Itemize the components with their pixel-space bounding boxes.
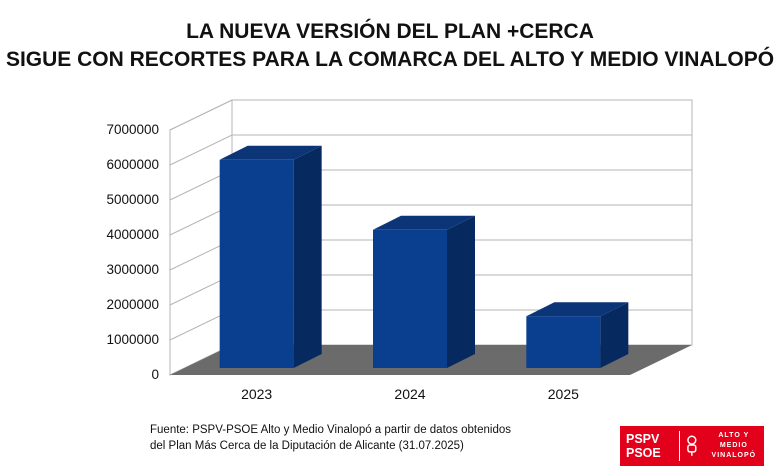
y-tick-label: 1000000 — [106, 332, 159, 347]
logo-line-region-1: ALTO Y MEDIO — [718, 432, 750, 449]
source-line-2: del Plan Más Cerca de la Diputación de A… — [150, 440, 464, 452]
logo-line-pspv: PSPV — [626, 432, 660, 446]
title-line-2: SIGUE CON RECORTES PARA LA COMARCA DEL A… — [5, 48, 775, 71]
bar-2025 — [526, 316, 601, 368]
y-tick-label: 2000000 — [106, 297, 159, 312]
source-note: Fuente: PSPV-PSOE Alto y Medio Vinalopó … — [150, 422, 511, 454]
logo-divider — [678, 431, 680, 461]
pspv-psoe-logo: PSPV PSOE ALTO Y MEDIO VINALOPÓ — [620, 426, 764, 466]
bar-2024 — [373, 229, 447, 368]
bar-side — [293, 145, 322, 368]
y-tick-label: 4000000 — [106, 227, 159, 242]
x-tick-label: 2025 — [548, 386, 579, 402]
source-line-1: Fuente: PSPV-PSOE Alto y Medio Vinalopó … — [150, 424, 511, 436]
y-tick-label: 3000000 — [106, 262, 159, 277]
chart-title: LA NUEVA VERSIÓN DEL PLAN +CERCA SIGUE C… — [0, 18, 780, 74]
y-tick-label: 6000000 — [106, 157, 159, 172]
bar-top — [373, 215, 475, 230]
bar-top — [219, 145, 322, 160]
bar-2023 — [219, 159, 294, 368]
logo-party-name: PSPV PSOE — [620, 432, 675, 460]
x-tick-label: 2024 — [394, 386, 425, 402]
logo-line-psoe: PSOE — [626, 446, 661, 460]
bar-side — [600, 302, 629, 368]
bar-top — [526, 302, 629, 317]
logo-line-region-2: VINALOPÓ — [711, 452, 757, 459]
y-tick-label: 0 — [151, 367, 159, 382]
bar-chart: 0 1000000 2000000 3000000 4000000 5000000 6000… — [106, 99, 693, 402]
gridline — [169, 99, 692, 131]
y-tick-label: 7000000 — [106, 122, 159, 137]
rose-in-fist-icon — [687, 435, 697, 456]
gridline — [169, 134, 692, 166]
chart-labels: 0 1000000 2000000 3000000 4000000 5000000 6000… — [106, 122, 579, 402]
bar-side — [447, 215, 475, 368]
logo-region: ALTO Y MEDIO VINALOPÓ — [704, 431, 764, 461]
y-tick-label: 5000000 — [106, 192, 159, 207]
chart-bars — [219, 145, 629, 368]
x-tick-label: 2023 — [241, 386, 272, 402]
title-line-1: LA NUEVA VERSIÓN DEL PLAN +CERCA — [186, 20, 594, 43]
